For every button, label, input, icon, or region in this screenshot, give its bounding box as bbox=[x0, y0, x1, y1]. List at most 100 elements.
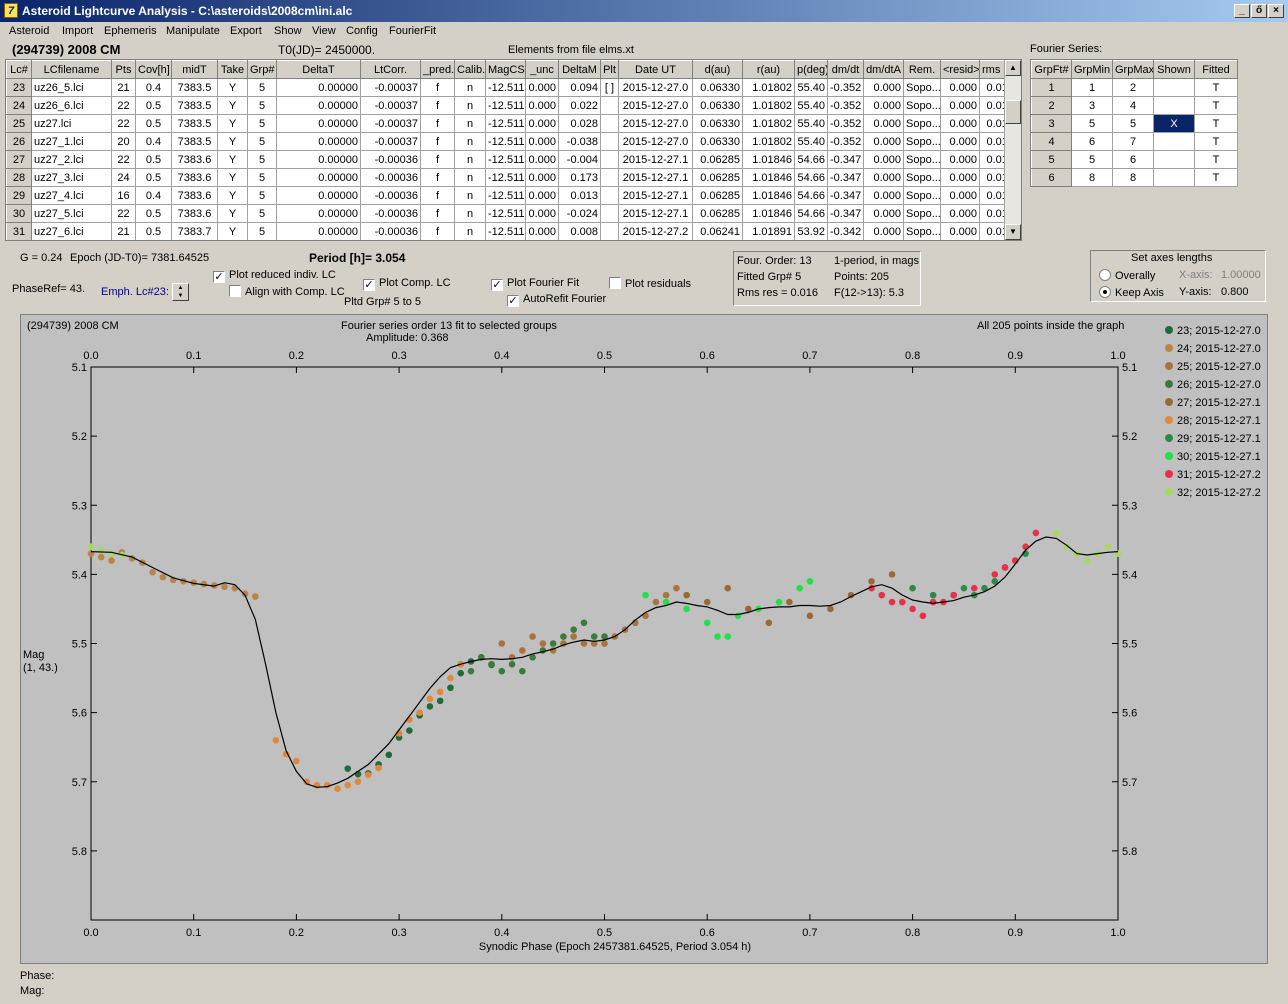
fourier-col-header[interactable]: GrpMin bbox=[1071, 60, 1113, 79]
lc-cell[interactable]: 0.000 bbox=[863, 114, 904, 133]
lc-cell[interactable]: 0.000 bbox=[940, 96, 980, 115]
lc-cell[interactable]: Y bbox=[217, 132, 248, 151]
lc-cell[interactable]: 2015-12-27.0 bbox=[618, 132, 693, 151]
lc-cell[interactable]: 24 bbox=[111, 168, 136, 187]
lc-cell[interactable]: -12.511 bbox=[485, 204, 526, 223]
lc-cell[interactable]: f bbox=[420, 96, 455, 115]
close-button[interactable]: × bbox=[1268, 4, 1284, 18]
fourier-row-header[interactable]: 6 bbox=[1031, 168, 1072, 187]
lc-col-header[interactable]: Date UT bbox=[618, 60, 693, 79]
lc-cell[interactable] bbox=[600, 168, 619, 187]
menu-export[interactable]: Export bbox=[230, 25, 262, 37]
lc-cell[interactable]: -0.347 bbox=[827, 186, 864, 205]
fourier-row-header[interactable]: 4 bbox=[1031, 132, 1072, 151]
lc-col-header[interactable]: Cov[h] bbox=[135, 60, 172, 79]
lc-cell[interactable]: 0.00000 bbox=[276, 114, 361, 133]
fourier-row-header[interactable]: 2 bbox=[1031, 96, 1072, 115]
lc-cell[interactable]: 7383.7 bbox=[171, 222, 218, 240]
lc-table-row[interactable]: 23 uz26_5.lci 21 0.4 7383.5 Y 5 0.00000 -0.00037… bbox=[6, 78, 1017, 97]
lc-cell[interactable]: -0.00036 bbox=[360, 150, 421, 169]
lc-cell[interactable]: 0.5 bbox=[135, 168, 172, 187]
lc-cell[interactable]: Y bbox=[217, 78, 248, 97]
lc-cell[interactable]: 0.000 bbox=[525, 132, 559, 151]
lc-cell[interactable]: 16 bbox=[111, 186, 136, 205]
lc-cell[interactable]: -12.511 bbox=[485, 150, 526, 169]
menu-asteroid[interactable]: Asteroid bbox=[9, 25, 50, 37]
lc-cell[interactable]: 1.01846 bbox=[742, 186, 795, 205]
lc-cell[interactable]: 0.4 bbox=[135, 78, 172, 97]
lc-cell[interactable]: 0.000 bbox=[525, 96, 559, 115]
lc-col-header[interactable]: p(deg) bbox=[794, 60, 828, 79]
lc-cell[interactable]: 0.008 bbox=[558, 222, 601, 240]
lc-cell[interactable]: -0.00036 bbox=[360, 168, 421, 187]
lc-cell[interactable]: 5 bbox=[247, 132, 277, 151]
fourier-row-header[interactable]: 3 bbox=[1031, 114, 1072, 133]
lc-cell[interactable]: Sopo... bbox=[903, 114, 941, 133]
lc-cell[interactable]: -0.347 bbox=[827, 204, 864, 223]
lc-cell[interactable]: 0.000 bbox=[525, 186, 559, 205]
lc-cell[interactable] bbox=[600, 186, 619, 205]
lc-cell[interactable]: 0.00000 bbox=[276, 168, 361, 187]
lc-cell[interactable]: 0.00000 bbox=[276, 204, 361, 223]
lc-cell[interactable]: 0.06330 bbox=[692, 114, 743, 133]
lc-cell[interactable]: 22 bbox=[111, 204, 136, 223]
lightcurve-plot[interactable]: (294739) 2008 CM Fourier series order 13… bbox=[20, 314, 1268, 964]
lc-cell[interactable]: 0.06285 bbox=[692, 186, 743, 205]
lc-cell[interactable]: Y bbox=[217, 186, 248, 205]
lc-cell[interactable]: n bbox=[454, 222, 486, 240]
fourier-cell[interactable]: 4 bbox=[1112, 96, 1154, 115]
fourier-cell[interactable]: T bbox=[1194, 114, 1238, 133]
lc-cell[interactable]: -0.347 bbox=[827, 168, 864, 187]
align-comp-checkbox[interactable]: Align with Comp. LC bbox=[229, 285, 345, 298]
fourier-row-header[interactable]: 1 bbox=[1031, 78, 1072, 97]
lc-cell[interactable]: -0.004 bbox=[558, 150, 601, 169]
lc-cell[interactable]: 0.000 bbox=[863, 96, 904, 115]
fourier-cell[interactable]: 2 bbox=[1112, 78, 1154, 97]
lc-cell[interactable]: 0.000 bbox=[525, 222, 559, 240]
lc-cell[interactable]: 54.66 bbox=[794, 150, 828, 169]
scroll-up-button[interactable]: ▲ bbox=[1005, 60, 1021, 76]
fourier-cell[interactable]: 8 bbox=[1112, 168, 1154, 187]
menu-show[interactable]: Show bbox=[274, 25, 302, 37]
lc-cell[interactable]: 0.013 bbox=[558, 186, 601, 205]
fourier-cell[interactable]: T bbox=[1194, 96, 1238, 115]
lc-cell[interactable]: f bbox=[420, 150, 455, 169]
lc-cell[interactable]: -12.511 bbox=[485, 132, 526, 151]
menu-manipulate[interactable]: Manipulate bbox=[166, 25, 220, 37]
lc-col-header[interactable]: d(au) bbox=[692, 60, 743, 79]
lc-cell[interactable]: f bbox=[420, 222, 455, 240]
lc-cell[interactable]: 5 bbox=[247, 204, 277, 223]
lc-cell[interactable]: 0.000 bbox=[863, 222, 904, 240]
fourier-cell[interactable]: 7 bbox=[1112, 132, 1154, 151]
lc-cell[interactable]: -0.352 bbox=[827, 114, 864, 133]
lc-cell[interactable]: 0.5 bbox=[135, 150, 172, 169]
lc-cell[interactable]: 7383.5 bbox=[171, 132, 218, 151]
lc-cell[interactable]: 55.40 bbox=[794, 96, 828, 115]
lc-table-row[interactable]: 30 uz27_5.lci 22 0.5 7383.6 Y 5 0.00000 -0.00036… bbox=[6, 204, 1017, 223]
lc-cell[interactable]: 2015-12-27.1 bbox=[618, 168, 693, 187]
lc-cell[interactable]: -0.038 bbox=[558, 132, 601, 151]
lc-col-header[interactable]: LCfilename bbox=[31, 60, 112, 79]
lc-cell[interactable]: -0.352 bbox=[827, 78, 864, 97]
lc-cell[interactable] bbox=[600, 114, 619, 133]
lc-cell[interactable]: uz27_2.lci bbox=[31, 150, 112, 169]
lc-cell[interactable]: f bbox=[420, 204, 455, 223]
lc-cell[interactable]: 0.00000 bbox=[276, 132, 361, 151]
lc-cell[interactable]: 22 bbox=[111, 96, 136, 115]
lc-cell[interactable]: 5 bbox=[247, 78, 277, 97]
fourier-cell[interactable] bbox=[1153, 96, 1195, 115]
fourier-cell[interactable]: T bbox=[1194, 168, 1238, 187]
lc-cell[interactable]: 0.5 bbox=[135, 204, 172, 223]
lc-row-header[interactable]: 25 bbox=[6, 114, 32, 133]
lc-cell[interactable]: 1.01802 bbox=[742, 78, 795, 97]
fourier-cell[interactable]: 5 bbox=[1112, 114, 1154, 133]
lc-cell[interactable]: 54.66 bbox=[794, 168, 828, 187]
lc-row-header[interactable]: 23 bbox=[6, 78, 32, 97]
fourier-col-header[interactable]: GrpMax bbox=[1112, 60, 1154, 79]
minimize-button[interactable]: _ bbox=[1234, 4, 1250, 18]
lc-cell[interactable]: n bbox=[454, 150, 486, 169]
lc-cell[interactable]: 7383.6 bbox=[171, 150, 218, 169]
lc-cell[interactable]: 0.000 bbox=[940, 132, 980, 151]
